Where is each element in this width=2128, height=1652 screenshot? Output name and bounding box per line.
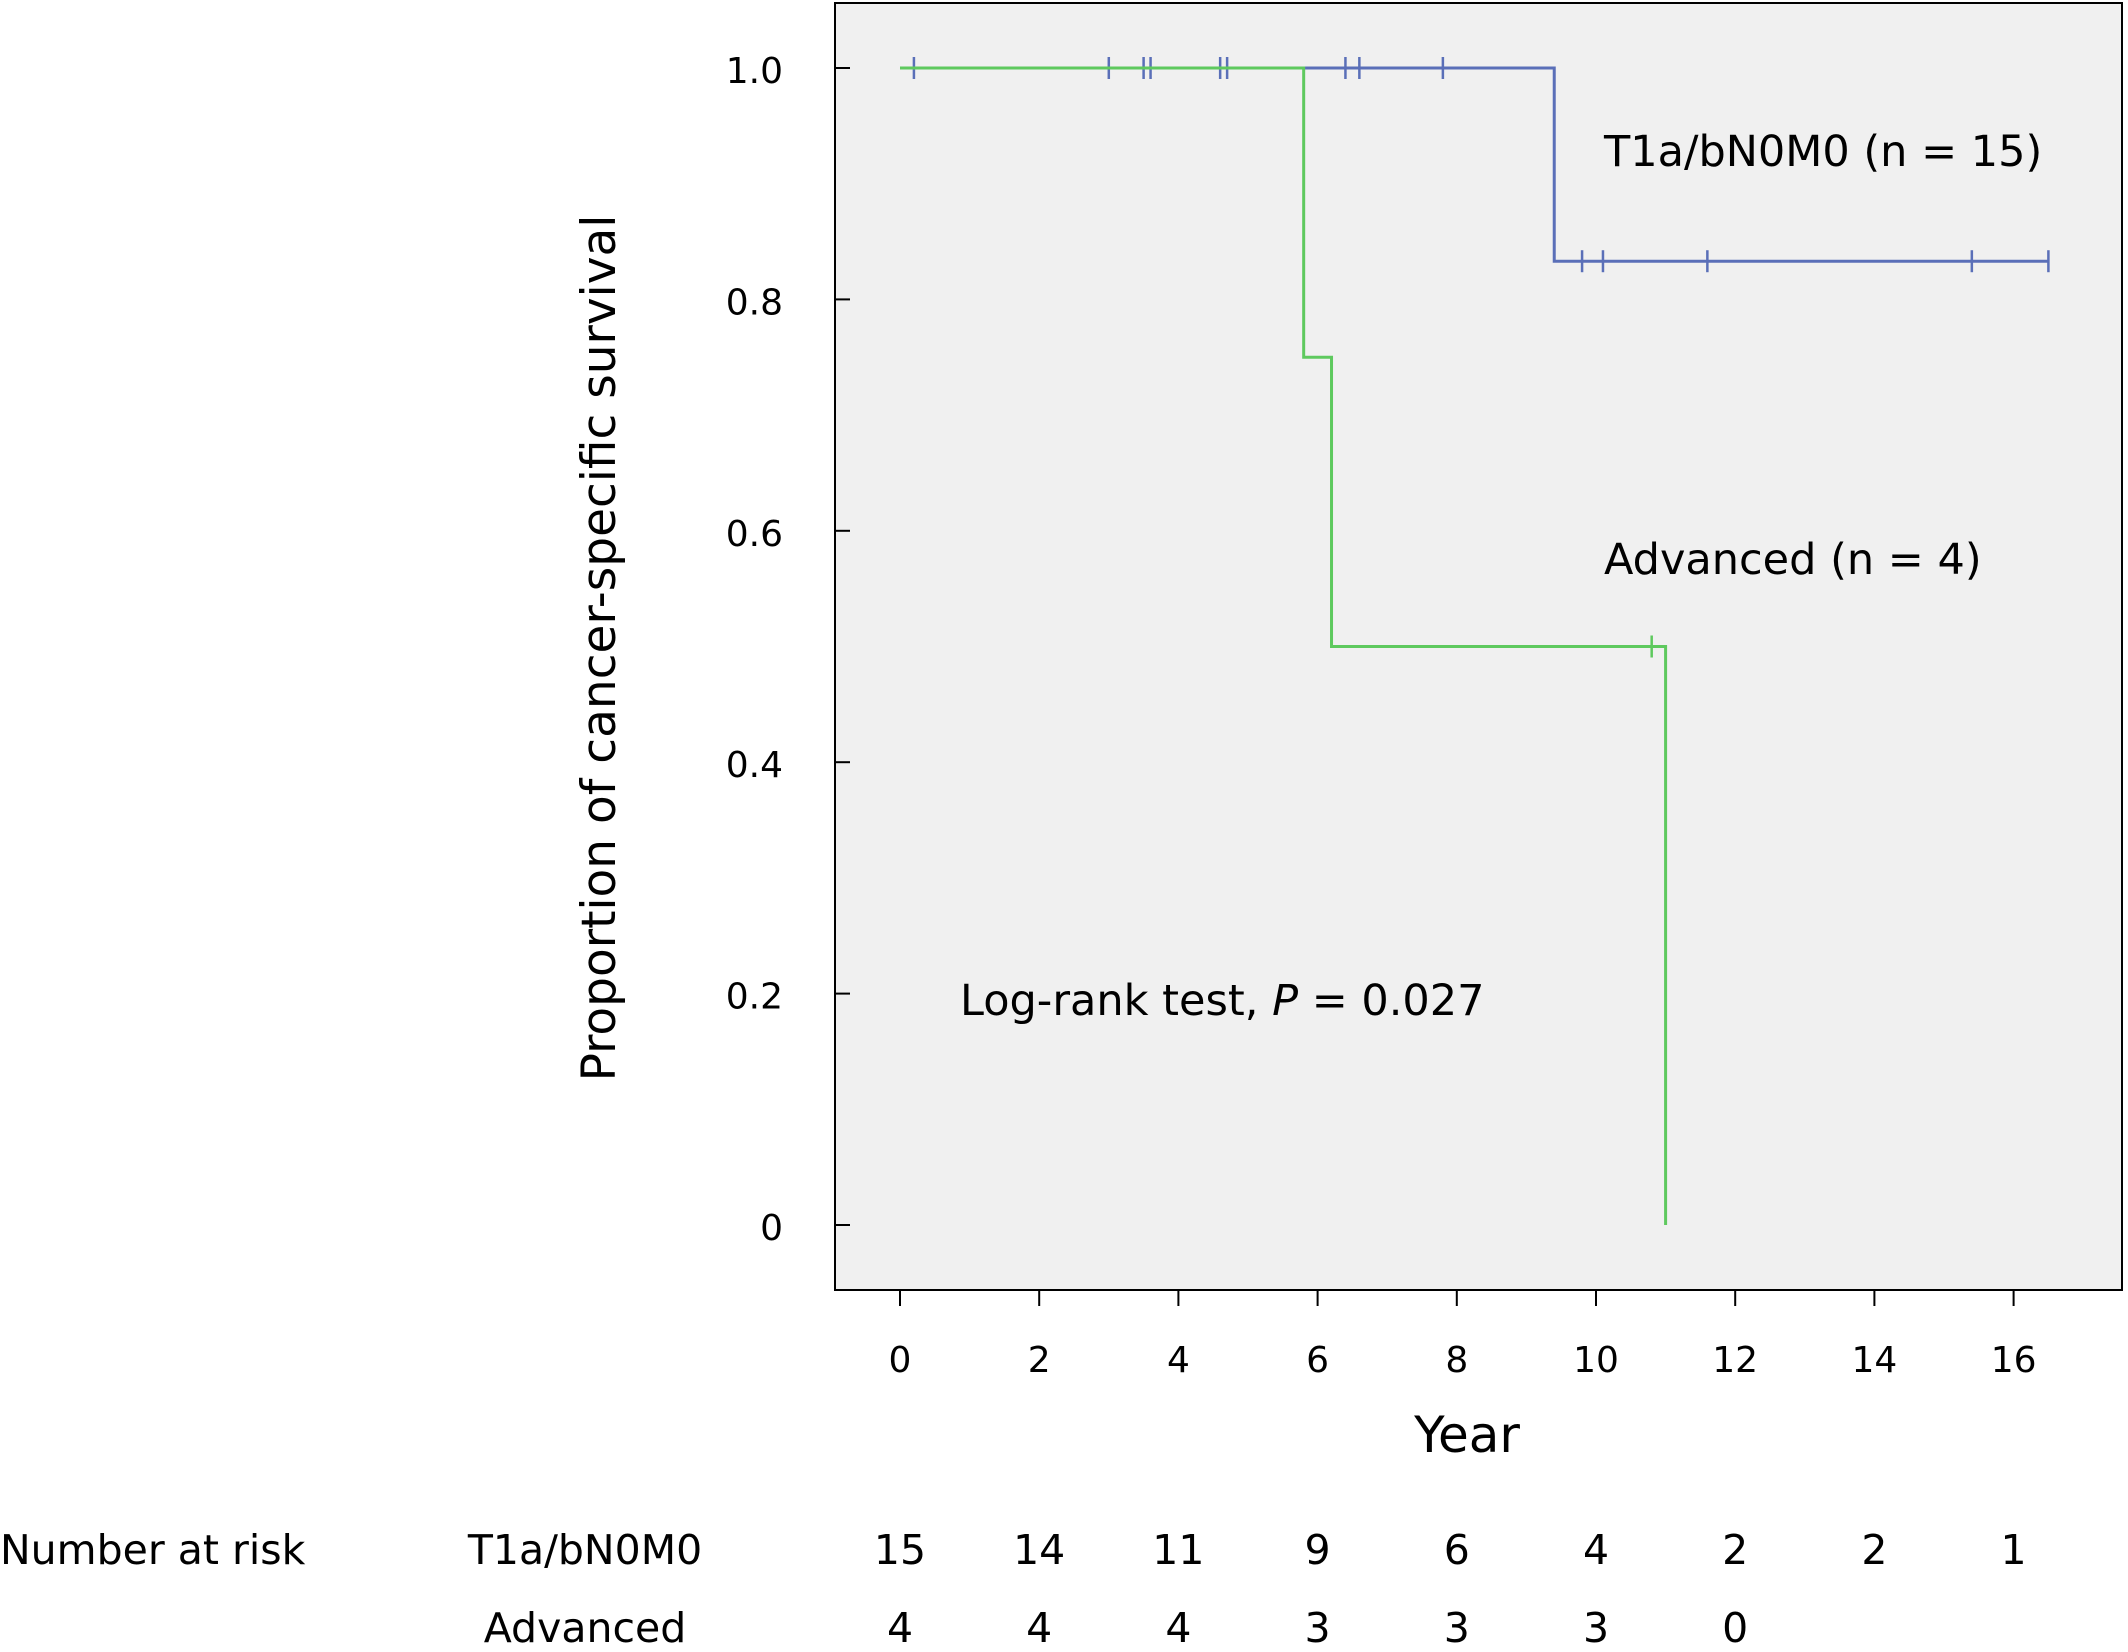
x-tick-label: 0 xyxy=(889,1340,912,1381)
risk-count: 4 xyxy=(1026,1604,1053,1652)
risk-count: 4 xyxy=(1165,1604,1192,1652)
x-axis-label: Year xyxy=(1413,1406,1520,1464)
risk-count: 4 xyxy=(1582,1526,1610,1574)
logrank-p-symbol: P xyxy=(1272,976,1298,1026)
y-tick-label: 0.8 xyxy=(726,282,783,323)
risk-count: 14 xyxy=(1013,1526,1066,1574)
x-tick-label: 2 xyxy=(1028,1340,1051,1381)
t1-series-label: T1a/bN0M0 (n = 15) xyxy=(1603,127,2042,177)
logrank-value: = 0.027 xyxy=(1312,976,1485,1026)
y-tick-label: 0.4 xyxy=(726,745,783,786)
risk-count: 1 xyxy=(2000,1526,2027,1574)
y-tick-label: 1.0 xyxy=(726,51,783,92)
risk-count: 9 xyxy=(1304,1526,1331,1574)
x-tick-label: 14 xyxy=(1851,1340,1897,1381)
risk-count: 3 xyxy=(1304,1604,1331,1652)
x-tick-label: 10 xyxy=(1573,1340,1619,1381)
series-lines xyxy=(900,57,2050,1225)
risk-count: 6 xyxy=(1443,1526,1470,1574)
risk-count: 3 xyxy=(1443,1604,1470,1652)
risk-count: 4 xyxy=(886,1604,914,1652)
y-tick-label: 0 xyxy=(760,1208,783,1249)
advanced-series-label: Advanced (n = 4) xyxy=(1604,535,1982,585)
x-tick-label: 8 xyxy=(1445,1340,1468,1381)
y-tick-label: 0.6 xyxy=(726,514,783,555)
risk-table-title: Number at risk xyxy=(0,1526,306,1574)
x-tick-label: 6 xyxy=(1306,1340,1329,1381)
risk-count: 2 xyxy=(1861,1526,1888,1574)
risk-count: 3 xyxy=(1582,1604,1610,1652)
y-axis-label: Proportion of cancer-specific survival xyxy=(572,215,627,1082)
risk-count: 2 xyxy=(1722,1526,1749,1574)
risk-row-label: T1a/bN0M0 xyxy=(467,1526,703,1574)
risk-count: 11 xyxy=(1152,1526,1205,1574)
x-axis: 0 2 4 6 8 10 12 14 16 xyxy=(889,1290,2037,1381)
x-tick-label: 16 xyxy=(1991,1340,2037,1381)
x-tick-label: 4 xyxy=(1167,1340,1190,1381)
series-line-1 xyxy=(900,66,1668,1225)
y-axis: 0 0.2 0.4 0.6 0.8 1.0 xyxy=(726,51,850,1249)
y-tick-label: 0.2 xyxy=(726,977,783,1018)
logrank-annotation: Log-rank test, P = 0.027 xyxy=(960,976,1485,1026)
risk-count: 15 xyxy=(873,1526,927,1574)
risk-row-label: Advanced xyxy=(483,1604,687,1652)
logrank-prefix: Log-rank test, xyxy=(960,976,1272,1026)
x-tick-label: 12 xyxy=(1712,1340,1758,1381)
risk-count: 0 xyxy=(1722,1604,1749,1652)
